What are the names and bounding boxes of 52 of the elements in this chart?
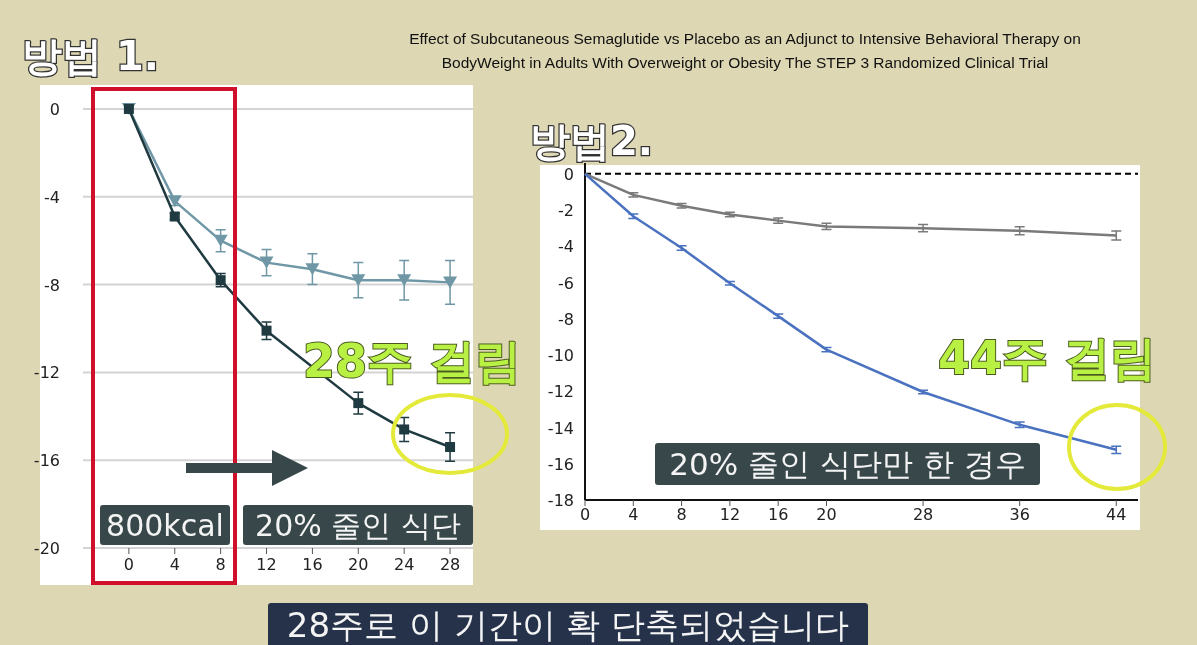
- x-tick-label: 16: [768, 505, 789, 524]
- y-tick-label: -12: [33, 363, 60, 383]
- annotation: 20% 줄인 식단만 한 경우: [669, 446, 1026, 483]
- x-tick-label: 12: [719, 505, 741, 524]
- y-tick-label: -8: [558, 309, 574, 329]
- y-tick-label: -6: [558, 273, 574, 293]
- x-tick-label: 0: [123, 555, 134, 574]
- point: [259, 256, 274, 269]
- x-tick-label: 0: [579, 505, 591, 524]
- y-tick-label: -20: [33, 539, 60, 558]
- x-tick-label: 28: [912, 505, 934, 524]
- chart-title: 방법2.: [530, 118, 654, 164]
- point: [351, 274, 366, 287]
- annotation: 28주 걸림: [302, 334, 522, 388]
- y-tick-label: -4: [558, 237, 574, 257]
- x-tick-label: 28: [439, 555, 461, 574]
- x-tick-label: 44: [1106, 505, 1127, 524]
- point: [399, 424, 410, 435]
- point: [213, 234, 228, 247]
- point: [353, 398, 364, 409]
- annotation: 20% 줄인 식단: [255, 507, 461, 543]
- point: [397, 274, 412, 287]
- point: [305, 263, 320, 276]
- point: [261, 325, 272, 336]
- x-tick-label: 8: [215, 555, 226, 574]
- y-tick-label: -8: [44, 275, 60, 295]
- x-tick-label: 20: [348, 555, 369, 574]
- y-tick-label: 0: [563, 164, 574, 184]
- y-tick-label: -16: [33, 451, 60, 471]
- y-tick-label: -14: [547, 418, 574, 438]
- x-tick-label: 36: [1009, 505, 1030, 524]
- y-tick-label: -2: [558, 201, 574, 221]
- y-tick-label: -16: [547, 454, 574, 474]
- y-tick-label: -10: [547, 346, 574, 366]
- text: 28주로 이 기간이 확 단축되었습니다: [286, 605, 850, 645]
- x-tick-label: 4: [628, 505, 639, 524]
- x-tick-label: 8: [676, 505, 687, 524]
- annotation: 44주 걸림: [937, 331, 1157, 385]
- chart-subtitle: Effect of Subcutaneous Semaglutide vs Placebo as an Adjunct to Intensive Behavioral Therapy on BodyWeight in Adults With Overweight or Obesity The STEP 3 Randomized Clinical Trial: [409, 30, 1081, 71]
- y-tick-label: 0: [49, 99, 60, 119]
- x-tick-label: 24: [394, 555, 415, 574]
- point: [443, 276, 458, 289]
- annotation: 800kcal: [106, 507, 224, 543]
- x-tick-label: 4: [169, 555, 180, 574]
- y-tick-label: -4: [44, 187, 60, 207]
- y-tick-label: -12: [547, 382, 574, 402]
- x-tick-label: 16: [302, 555, 323, 574]
- x-tick-label: 20: [816, 505, 837, 524]
- point: [445, 442, 456, 453]
- chart-title: 방법 1.: [22, 33, 159, 79]
- x-tick-label: 12: [256, 555, 277, 574]
- y-tick-label: -18: [547, 491, 574, 510]
